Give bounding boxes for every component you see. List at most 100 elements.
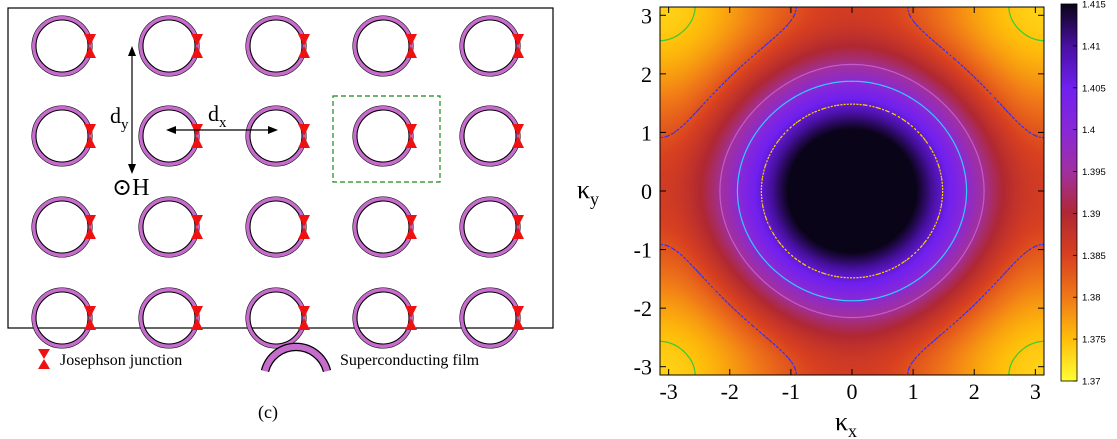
josephson-junction	[191, 136, 203, 148]
film-ring-inner	[142, 19, 196, 73]
film-ring-inner	[35, 19, 89, 73]
colorbar-tick-label: 1.37	[1082, 377, 1101, 388]
ring-cell	[245, 287, 310, 349]
josephson-junction	[405, 46, 417, 58]
josephson-junction	[405, 227, 417, 239]
josephson-junction	[191, 318, 203, 330]
josephson-junction	[298, 136, 310, 148]
film-ring-inner	[249, 19, 303, 73]
ring-cell	[352, 15, 417, 77]
josephson-junction	[405, 124, 417, 136]
ring-cell	[352, 196, 417, 258]
film-ring	[246, 106, 306, 166]
film-ring-inner	[356, 109, 410, 163]
x-tick-label: -1	[782, 379, 800, 404]
film-ring	[353, 288, 413, 348]
film-ring-inner	[35, 291, 89, 345]
dy-label: dy	[110, 103, 129, 133]
ring-cell	[138, 196, 203, 258]
y-tick-label: 1	[641, 120, 652, 145]
film-ring-inner	[463, 109, 517, 163]
panel-label: (c)	[258, 402, 278, 423]
x-axis-ticks: -3 -2 -1 0 1 2 3	[659, 7, 1041, 404]
x-tick-label: 2	[969, 379, 980, 404]
josephson-junction	[405, 136, 417, 148]
x-tick-label: 3	[1030, 379, 1041, 404]
film-ring	[460, 16, 520, 76]
ring-cell	[245, 15, 310, 77]
junction-array-diagram: dy dx ⊙H Josephson junction Superconduct…	[7, 7, 554, 423]
y-axis-ticks: -3 -2 -1 0 1 2 3	[634, 3, 1044, 380]
film-ring-inner	[356, 200, 410, 254]
josephson-junction	[191, 46, 203, 58]
colorbar-tick-label: 1.405	[1082, 83, 1106, 94]
x-axis-label: κx	[835, 407, 857, 439]
josephson-junction	[298, 34, 310, 46]
josephson-junction	[512, 318, 524, 330]
josephson-junction	[298, 306, 310, 318]
josephson-junction	[405, 215, 417, 227]
film-ring	[460, 106, 520, 166]
colorbar-tick-label: 1.385	[1082, 251, 1106, 262]
ring-cell	[138, 105, 203, 167]
dx-arrow	[166, 126, 278, 134]
josephson-junction	[84, 318, 96, 330]
field-label: ⊙H	[112, 175, 149, 201]
josephson-junction	[84, 215, 96, 227]
contour-line	[760, 103, 944, 279]
josephson-junction	[191, 306, 203, 318]
film-ring	[32, 16, 92, 76]
josephson-junction	[405, 34, 417, 46]
ring-cell	[31, 287, 96, 349]
ring-cell	[138, 15, 203, 77]
colorbar-tick-label: 1.395	[1082, 167, 1106, 178]
josephson-junction	[298, 318, 310, 330]
film-ring-inner	[35, 200, 89, 254]
legend-film-label: Superconducting film	[340, 352, 480, 369]
josephson-junction	[512, 46, 524, 58]
josephson-junction	[84, 227, 96, 239]
film-ring	[32, 288, 92, 348]
film-ring-inner	[463, 19, 517, 73]
ring-cell	[459, 15, 524, 77]
film-ring	[139, 16, 199, 76]
colorbar-ticks: 1.37 1.375 1.38 1.385 1.39 1.395 1.4 1.405 1.41 1…	[1073, 0, 1106, 388]
film-ring	[246, 197, 306, 257]
contour-line	[659, 6, 1045, 376]
josephson-junction	[512, 34, 524, 46]
film-ring	[353, 106, 413, 166]
x-tick-label: -2	[721, 379, 739, 404]
y-tick-label: -1	[634, 238, 652, 263]
legend-junction-label: Josephson junction	[60, 352, 182, 369]
contour-lines	[659, 6, 1045, 376]
contour-line	[719, 63, 985, 319]
y-tick-label: 3	[641, 3, 652, 28]
film-ring-inner	[356, 291, 410, 345]
plot-frame	[659, 6, 1045, 376]
josephson-junction	[298, 215, 310, 227]
ring-cell	[459, 105, 524, 167]
josephson-junction	[84, 136, 96, 148]
colorbar	[1060, 3, 1078, 382]
contour-line	[736, 80, 968, 302]
film-ring-inner	[35, 109, 89, 163]
josephson-junction	[298, 46, 310, 58]
film-ring	[460, 197, 520, 257]
colorbar-tick-label: 1.39	[1082, 209, 1101, 220]
josephson-junction	[84, 34, 96, 46]
x-tick-label: 0	[847, 379, 858, 404]
ring-cell	[31, 15, 96, 77]
film-ring	[32, 106, 92, 166]
film-ring	[353, 197, 413, 257]
ring-cell	[352, 105, 417, 167]
ring-cell	[459, 287, 524, 349]
x-tick-label: -3	[659, 379, 677, 404]
y-tick-label: 2	[641, 62, 652, 87]
colorbar-tick-label: 1.38	[1082, 293, 1101, 304]
junction-icon	[38, 349, 50, 359]
ring-cell	[31, 196, 96, 258]
film-ring-inner	[249, 109, 303, 163]
ring-cell	[31, 105, 96, 167]
film-ring-inner	[142, 109, 196, 163]
